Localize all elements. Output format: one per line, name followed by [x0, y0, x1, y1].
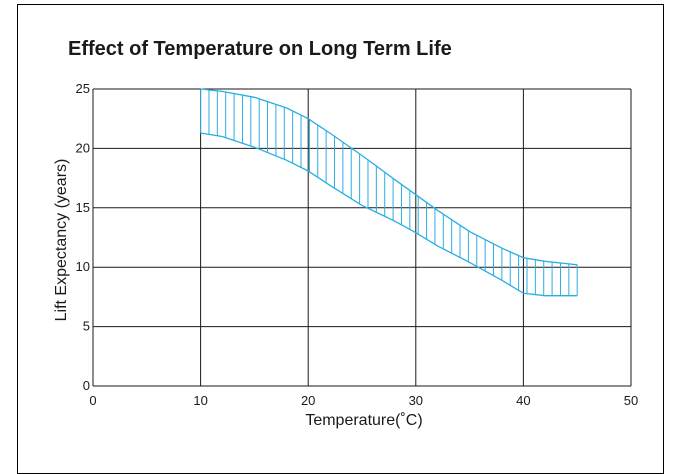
x-tick-label: 40 [516, 393, 530, 408]
lower-bound-line [200, 132, 578, 297]
grid [92, 88, 632, 387]
x-tick-label: 50 [624, 393, 638, 408]
x-tick-labels: 0 10 20 30 40 50 [89, 393, 638, 408]
x-tick-label: 10 [193, 393, 207, 408]
y-tick-label: 25 [76, 81, 90, 96]
y-tick-label: 10 [76, 259, 90, 274]
y-tick-label: 20 [76, 140, 90, 155]
chart-title: Effect of Temperature on Long Term Life [68, 38, 452, 60]
x-axis-label: Temperature(˚C) [305, 412, 422, 429]
x-tick-label: 20 [301, 393, 315, 408]
x-tick-label: 30 [409, 393, 423, 408]
y-tick-label: 0 [83, 378, 90, 393]
data-band [200, 88, 578, 297]
y-tick-label: 5 [83, 319, 90, 334]
y-tick-label: 15 [76, 200, 90, 215]
upper-bound-line [200, 88, 578, 266]
chart-svg: 0 10 20 30 40 50 0 5 10 15 20 25 Temperature(˚C) L… [53, 81, 638, 429]
x-tick-label: 0 [89, 393, 96, 408]
y-axis-label: Lift Expectancy (years) [53, 159, 70, 322]
y-tick-labels: 0 5 10 15 20 25 [76, 81, 90, 393]
